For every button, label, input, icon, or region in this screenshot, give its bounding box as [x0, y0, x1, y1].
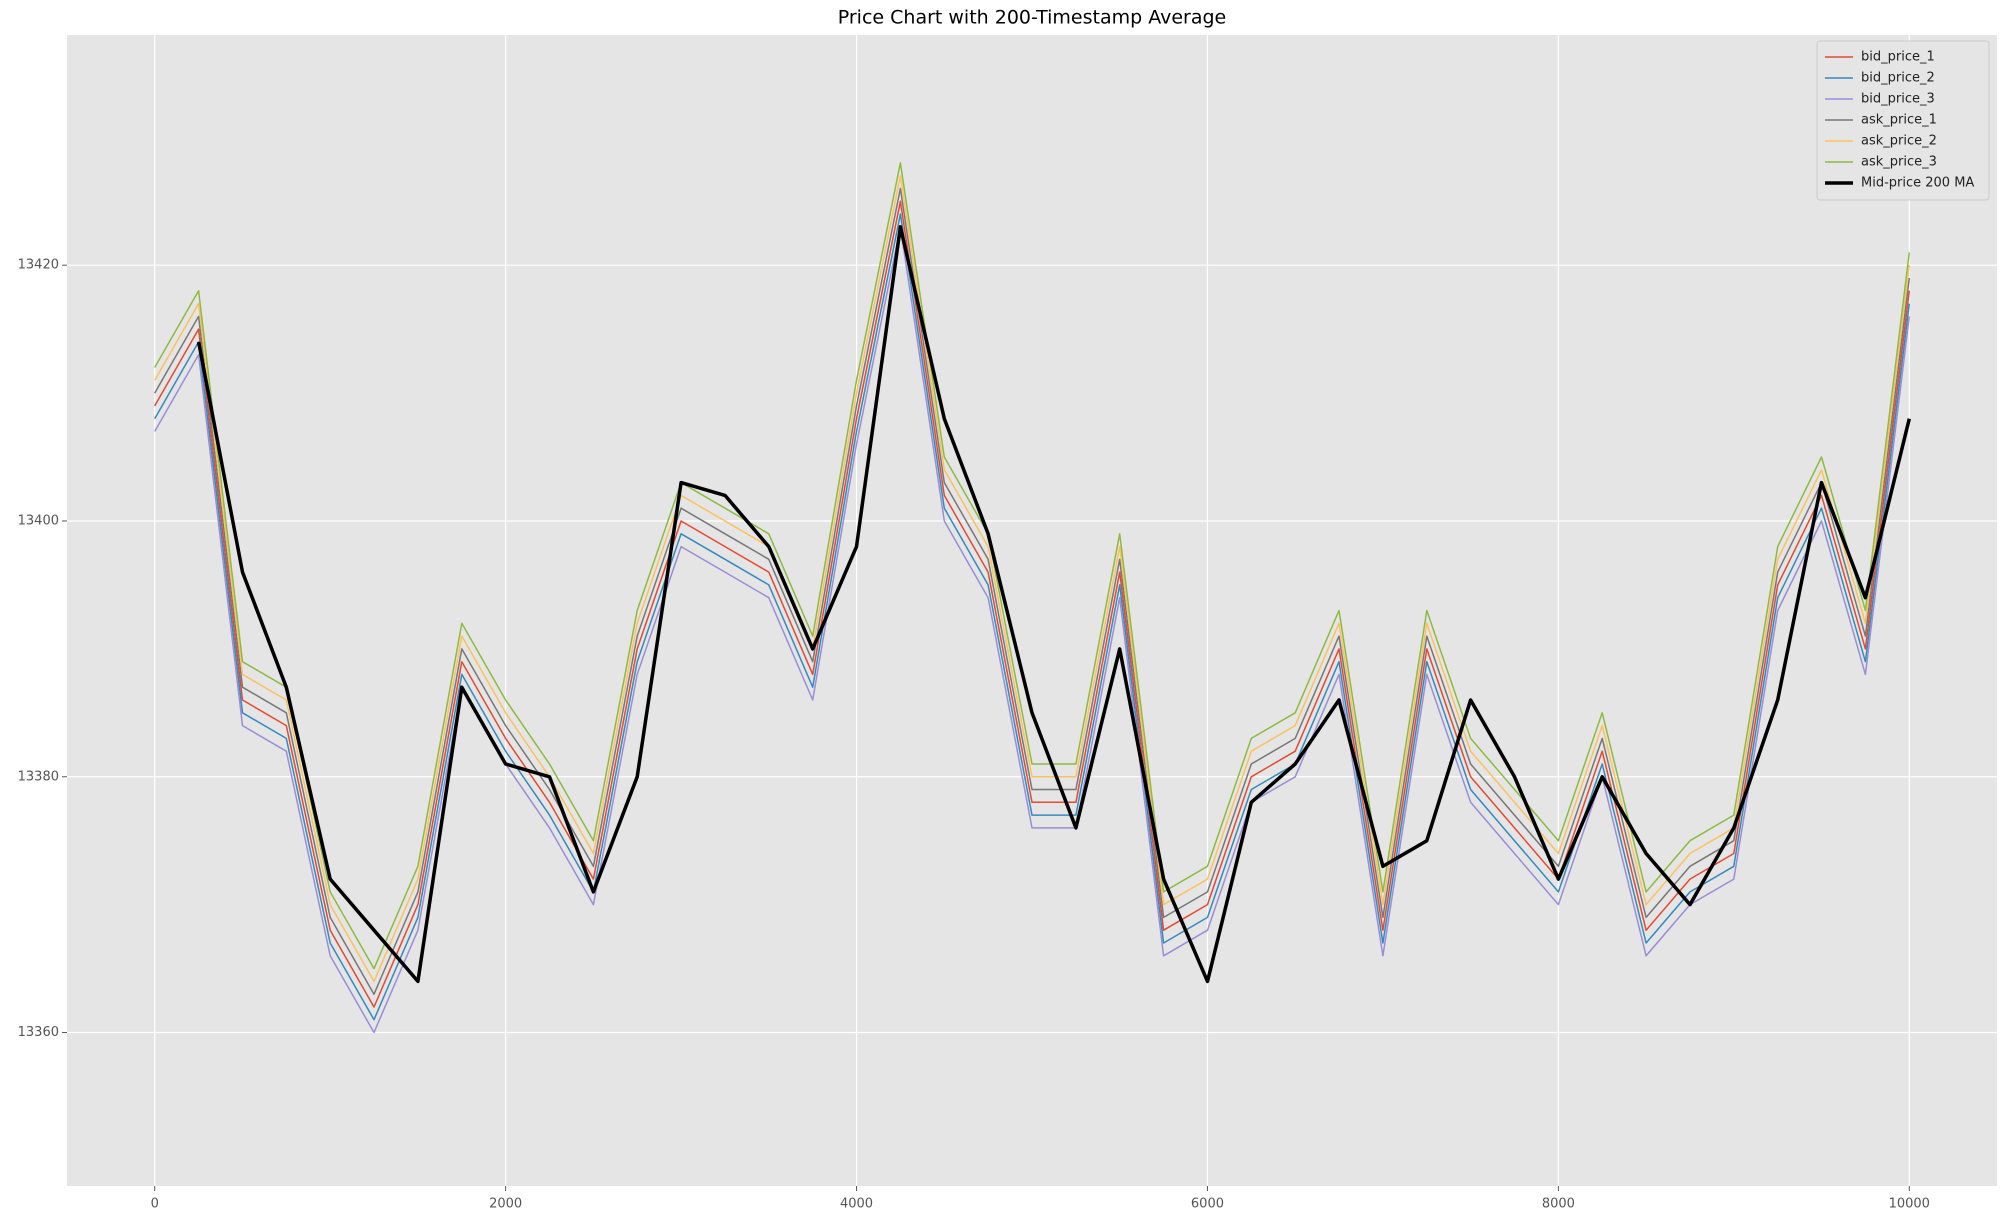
plot-area — [67, 35, 1997, 1186]
y-tick-label: 13420 — [18, 258, 59, 273]
legend-label: Mid-price 200 MA — [1861, 176, 1974, 191]
series-line — [154, 213, 1911, 1021]
series-line — [154, 162, 1911, 970]
series-line — [154, 226, 1911, 1034]
legend-label: bid_price_3 — [1861, 92, 1935, 107]
y-tick-label: 13380 — [18, 769, 59, 784]
legend-box — [1816, 40, 1990, 201]
legend-label: bid_price_2 — [1861, 71, 1935, 86]
legend: bid_price_1 bid_price_2 bid_price_3 ask_pri… — [1816, 40, 1990, 201]
series-line — [196, 225, 1911, 984]
legend-label: bid_price_1 — [1861, 50, 1935, 65]
series-line — [154, 187, 1911, 995]
y-tick-label: 13360 — [18, 1025, 59, 1040]
chart-title: Price Chart with 200-Timestamp Average — [838, 7, 1227, 29]
legend-label: ask_price_2 — [1861, 134, 1937, 149]
series-line — [154, 200, 1911, 1008]
x-tick-label: 6000 — [1191, 1197, 1224, 1212]
x-tick-label: 10000 — [1889, 1197, 1930, 1212]
y-tick-label: 13400 — [18, 513, 59, 528]
legend-label: ask_price_1 — [1861, 113, 1937, 128]
series-line — [154, 174, 1911, 983]
x-tick-label: 4000 — [840, 1197, 873, 1212]
x-tick-label: 2000 — [489, 1197, 522, 1212]
x-tick-label: 8000 — [1542, 1197, 1575, 1212]
legend-label: ask_price_3 — [1861, 155, 1937, 170]
x-tick-label: 0 — [151, 1197, 159, 1212]
